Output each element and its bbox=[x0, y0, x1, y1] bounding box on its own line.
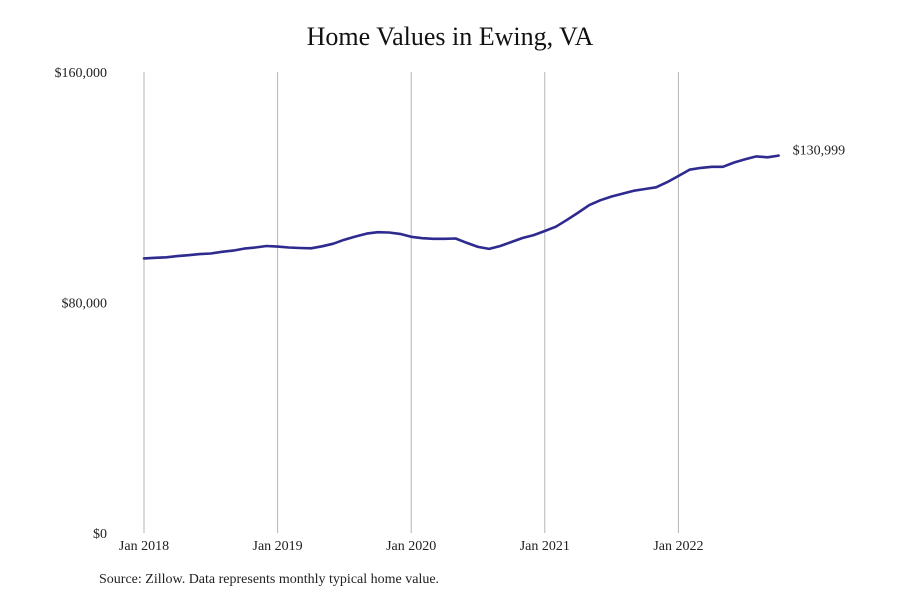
end-value-label: $130,999 bbox=[793, 144, 846, 159]
grid-lines bbox=[143, 72, 679, 533]
chart-title: Home Values in Ewing, VA bbox=[306, 22, 594, 51]
x-tick-label: Jan 2019 bbox=[253, 539, 303, 554]
y-tick-label: $160,000 bbox=[55, 66, 108, 81]
x-tick-label: Jan 2018 bbox=[119, 539, 169, 554]
source-note: Source: Zillow. Data represents monthly … bbox=[99, 572, 440, 587]
series-line bbox=[142, 154, 780, 260]
x-tick-label: Jan 2022 bbox=[653, 539, 703, 554]
x-tick-label: Jan 2020 bbox=[386, 539, 436, 554]
y-axis-labels: $0 $80,000 $160,000 bbox=[55, 66, 108, 542]
y-tick-label: $80,000 bbox=[62, 297, 108, 312]
data-labels: $130,999 bbox=[793, 144, 846, 159]
x-axis-labels: Jan 2018 Jan 2019 Jan 2020 Jan 2021 Jan 2022 bbox=[119, 539, 704, 554]
y-tick-label: $0 bbox=[93, 527, 107, 542]
x-tick-label: Jan 2021 bbox=[520, 539, 570, 554]
series-lines bbox=[142, 154, 780, 260]
